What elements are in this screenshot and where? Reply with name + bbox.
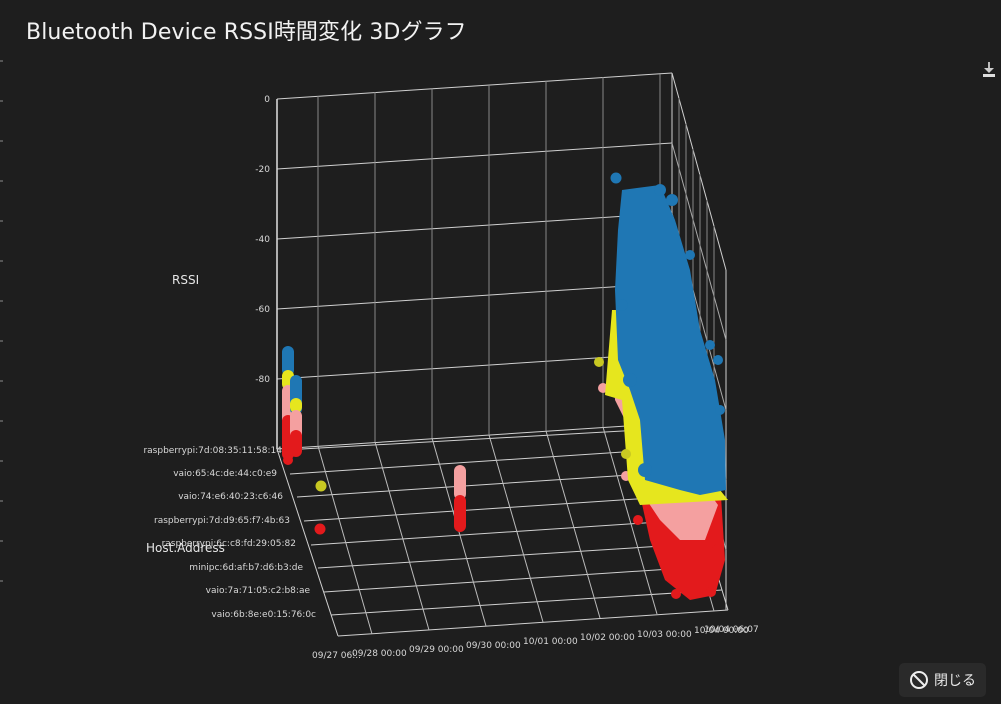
svg-text:raspberrypi:6c:c8:fd:29:05:82: raspberrypi:6c:c8:fd:29:05:82 [162, 539, 296, 549]
chart-title: Bluetooth Device RSSI時間変化 3Dグラフ [26, 20, 467, 45]
svg-text:10/01 00:00: 10/01 00:00 [523, 637, 578, 647]
svg-text:09/29 00:00: 09/29 00:00 [409, 645, 464, 655]
svg-text:-60: -60 [255, 305, 270, 315]
scroll-edge [0, 60, 4, 620]
svg-text:09/28 00:00: 09/28 00:00 [352, 649, 407, 659]
svg-text:-20: -20 [255, 165, 270, 175]
svg-text:vaio:74:e6:40:23:c6:46: vaio:74:e6:40:23:c6:46 [178, 492, 283, 502]
data-points-0927 [282, 346, 327, 535]
svg-text:minipc:6d:af:b7:d6:b3:de: minipc:6d:af:b7:d6:b3:de [189, 563, 303, 573]
close-label: 閉じる [934, 673, 976, 689]
svg-text:09/30 00:00: 09/30 00:00 [466, 641, 521, 651]
svg-text:10/04 00:00: 10/04 00:00 [694, 626, 749, 636]
svg-text:10/02 00:00: 10/02 00:00 [580, 633, 635, 643]
rssi-axis-label: RSSI [172, 273, 199, 287]
prohibit-circle-icon [910, 671, 928, 689]
svg-text:raspberrypi:7d:08:35:11:58:14: raspberrypi:7d:08:35:11:58:14 [143, 446, 282, 456]
svg-text:10/03 00:00: 10/03 00:00 [637, 630, 692, 640]
svg-text:vaio:7a:71:05:c2:b8:ae: vaio:7a:71:05:c2:b8:ae [206, 586, 311, 596]
close-button[interactable]: 閉じる [899, 663, 986, 697]
svg-text:-80: -80 [255, 375, 270, 385]
data-points-0930 [454, 465, 466, 532]
svg-text:vaio:65:4c:de:44:c0:e9: vaio:65:4c:de:44:c0:e9 [173, 469, 277, 479]
host-axis-label: Host.Address [146, 541, 225, 555]
svg-text:09/27 06:..: 09/27 06:.. [312, 651, 361, 661]
time-axis-ticks: 09/27 06:.. 09/28 00:00 09/29 00:00 09/3… [312, 625, 759, 661]
svg-text:raspberrypi:7d:d9:65:f7:4b:63: raspberrypi:7d:d9:65:f7:4b:63 [154, 516, 290, 526]
host-axis-ticks: raspberrypi:7d:08:35:11:58:14 vaio:65:4c… [143, 446, 316, 620]
download-icon[interactable] [982, 62, 996, 78]
svg-text:10/04 06:07: 10/04 06:07 [704, 625, 759, 635]
svg-text:-40: -40 [255, 235, 270, 245]
svg-text:0: 0 [264, 95, 270, 105]
rssi-axis-ticks: 0 -20 -40 -60 -80 [255, 95, 270, 385]
data-points-1003 [594, 172, 728, 600]
svg-text:vaio:6b:8e:e0:15:76:0c: vaio:6b:8e:e0:15:76:0c [211, 610, 316, 620]
